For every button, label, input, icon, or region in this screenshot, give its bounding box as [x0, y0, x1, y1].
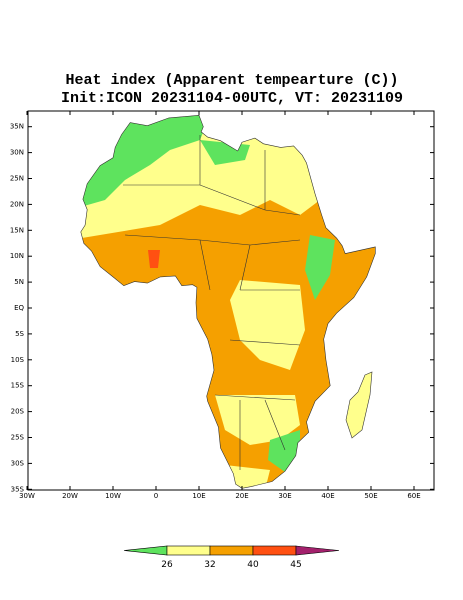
colorbar-box [252, 545, 297, 556]
subtitle: Init:ICON 20231104-00UTC, VT: 20231109 [61, 90, 403, 107]
lat-tick-label: 20S [11, 408, 25, 416]
lat-tick-label: 35S [11, 485, 25, 493]
lon-tick-label: 10W [105, 492, 121, 500]
title: Heat index (Apparent tempearture (C)) [65, 72, 398, 89]
lat-tick-label: 20N [10, 200, 24, 208]
colorbar-label: 45 [290, 560, 301, 570]
lat-tick-label: 25S [11, 434, 25, 442]
colorbar-high [295, 545, 340, 556]
colorbar-label: 40 [247, 560, 259, 570]
region-mild [305, 235, 335, 300]
lon-tick-label: 50E [364, 492, 377, 500]
colorbar-low [123, 545, 168, 556]
lat-tick-label: 15N [10, 226, 24, 234]
lat-tick-label: 30S [11, 459, 25, 467]
lon-tick-label: 20E [235, 492, 248, 500]
axes: 35N 30N 25N 20N 15N 10N 5N EQ 5S 10S 15S 20S 25S 30S 3… [10, 111, 434, 500]
region-very-hot [148, 250, 160, 268]
lat-tick-label: 5N [14, 278, 24, 286]
lat-tick-label: 10N [10, 252, 24, 260]
lon-tick-label: 40E [321, 492, 334, 500]
region-warm [215, 395, 300, 445]
lon-tick-label: 60E [407, 492, 420, 500]
region-warm [225, 465, 270, 489]
lon-tick-label: 20W [62, 492, 78, 500]
lon-tick-label: 0 [154, 492, 158, 500]
lat-tick-label: EQ [14, 304, 24, 312]
country-borders [123, 135, 301, 470]
map [80, 114, 376, 489]
lat-tick-label: 25N [10, 175, 24, 183]
colorbar: 26 32 40 45 [123, 545, 340, 570]
madagascar [345, 371, 373, 439]
lat-tick-label: 30N [10, 149, 24, 157]
colorbar-box [166, 545, 211, 556]
region-warm [230, 280, 305, 370]
colorbar-label: 26 [161, 560, 173, 570]
map-frame [27, 110, 435, 491]
colorbar-label: 32 [204, 560, 215, 570]
lon-tick-label: 30W [19, 492, 35, 500]
lat-tick-label: 10S [11, 356, 25, 364]
lon-tick-label: 30E [278, 492, 291, 500]
coastline [80, 114, 376, 489]
lat-tick-label: 5S [15, 330, 24, 338]
lon-tick-label: 10E [192, 492, 205, 500]
colorbar-box [209, 545, 254, 556]
lat-tick-label: 15S [11, 382, 25, 390]
lat-tick-label: 35N [10, 123, 24, 131]
